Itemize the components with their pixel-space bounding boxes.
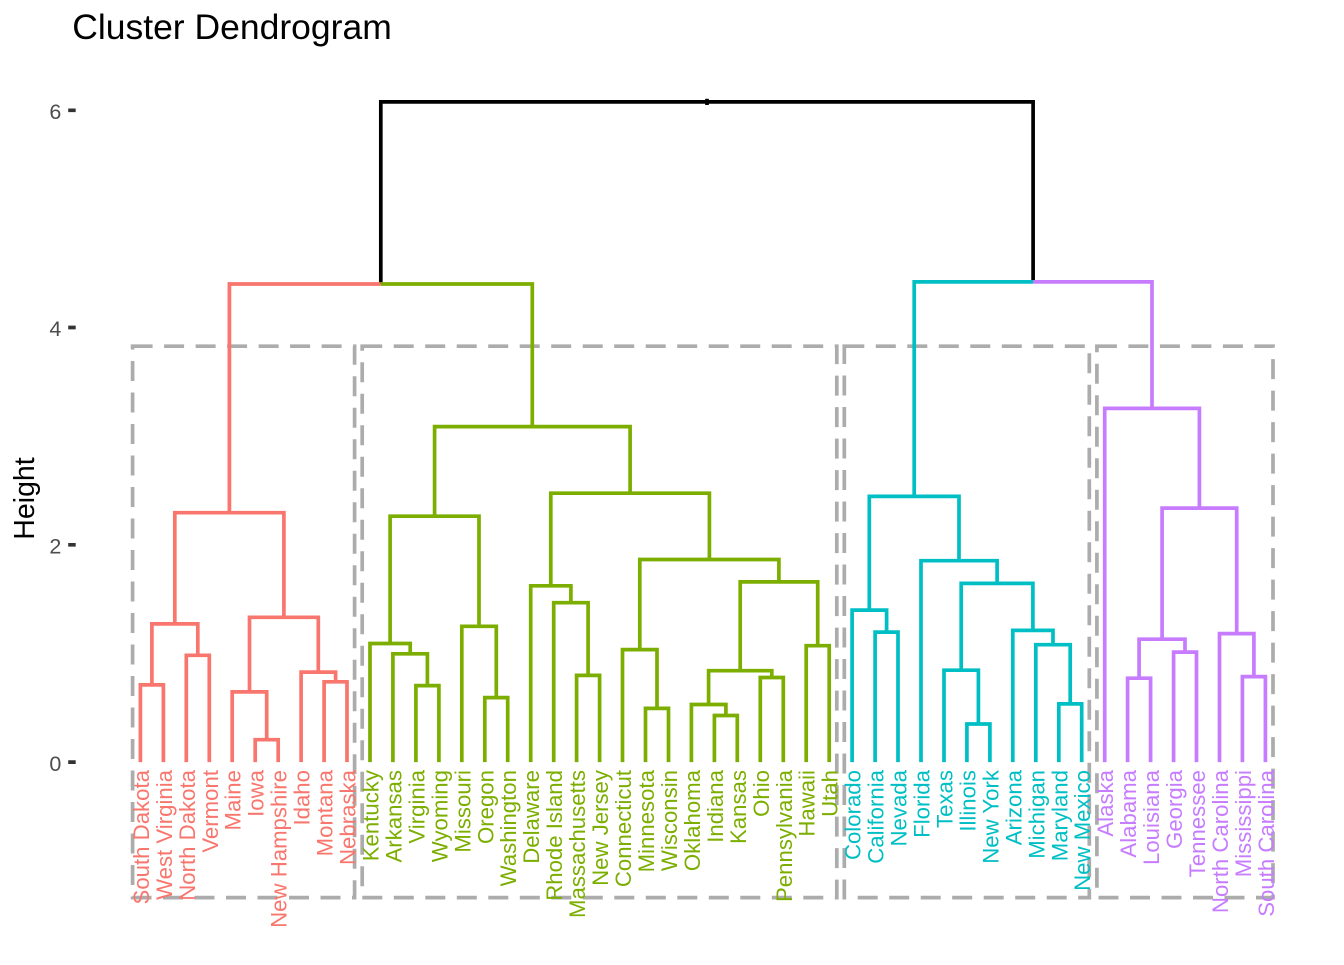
svg-text:Height: Height: [9, 457, 41, 539]
svg-text:Minnesota: Minnesota: [634, 769, 659, 872]
svg-text:Alaska: Alaska: [1093, 769, 1118, 836]
svg-text:Utah: Utah: [818, 770, 843, 817]
svg-text:North Dakota: North Dakota: [175, 769, 200, 900]
svg-text:New Hampshire: New Hampshire: [267, 770, 292, 928]
svg-text:Wyoming: Wyoming: [427, 770, 452, 862]
svg-text:Louisiana: Louisiana: [1139, 769, 1164, 865]
svg-text:Oregon: Oregon: [473, 770, 498, 844]
svg-text:Nebraska: Nebraska: [336, 769, 361, 865]
svg-text:6: 6: [49, 100, 61, 124]
svg-text:Maryland: Maryland: [1047, 770, 1072, 861]
svg-text:Arizona: Arizona: [1001, 769, 1026, 845]
svg-text:South Carolina: South Carolina: [1254, 769, 1279, 916]
svg-text:Tennessee: Tennessee: [1185, 770, 1210, 877]
svg-text:New Mexico: New Mexico: [1070, 770, 1095, 891]
svg-text:New Jersey: New Jersey: [588, 769, 613, 886]
svg-text:Illinois: Illinois: [955, 770, 980, 832]
svg-text:Vermont: Vermont: [198, 770, 223, 853]
svg-text:Pennsylvania: Pennsylvania: [772, 769, 797, 902]
svg-text:Hawaii: Hawaii: [795, 770, 820, 837]
svg-text:New York: New York: [978, 769, 1003, 864]
svg-text:Maine: Maine: [221, 770, 246, 830]
svg-text:Washington: Washington: [496, 770, 521, 886]
svg-text:Wisconsin: Wisconsin: [657, 770, 682, 871]
svg-text:Texas: Texas: [933, 770, 958, 828]
svg-text:Idaho: Idaho: [290, 770, 315, 826]
svg-text:Michigan: Michigan: [1024, 770, 1049, 859]
svg-text:Georgia: Georgia: [1162, 769, 1187, 849]
svg-text:California: California: [864, 769, 889, 863]
svg-text:Delaware: Delaware: [519, 770, 544, 864]
svg-text:Virginia: Virginia: [404, 769, 429, 843]
svg-text:Cluster Dendrogram: Cluster Dendrogram: [72, 7, 392, 47]
svg-text:Kansas: Kansas: [726, 770, 751, 844]
svg-text:Missouri: Missouri: [450, 770, 475, 853]
svg-text:Colorado: Colorado: [841, 770, 866, 860]
svg-text:Arkansas: Arkansas: [381, 770, 406, 863]
svg-text:North Carolina: North Carolina: [1208, 769, 1233, 913]
svg-text:West Virginia: West Virginia: [152, 769, 177, 900]
svg-text:Oklahoma: Oklahoma: [680, 769, 705, 871]
svg-text:Massachusetts: Massachusetts: [565, 770, 590, 918]
svg-text:Ohio: Ohio: [749, 770, 774, 817]
svg-text:Florida: Florida: [910, 769, 935, 837]
svg-text:0: 0: [49, 752, 61, 776]
svg-text:Mississippi: Mississippi: [1231, 770, 1256, 877]
svg-text:Indiana: Indiana: [703, 769, 728, 842]
svg-text:Nevada: Nevada: [887, 769, 912, 846]
svg-text:Montana: Montana: [313, 769, 338, 856]
svg-text:South Dakota: South Dakota: [129, 769, 154, 904]
svg-text:Iowa: Iowa: [244, 769, 269, 817]
svg-text:4: 4: [49, 317, 61, 341]
svg-text:2: 2: [49, 535, 61, 559]
svg-text:Connecticut: Connecticut: [611, 770, 636, 887]
svg-text:Rhode Island: Rhode Island: [542, 770, 567, 901]
svg-text:Alabama: Alabama: [1116, 769, 1141, 857]
svg-text:Kentucky: Kentucky: [359, 769, 384, 861]
